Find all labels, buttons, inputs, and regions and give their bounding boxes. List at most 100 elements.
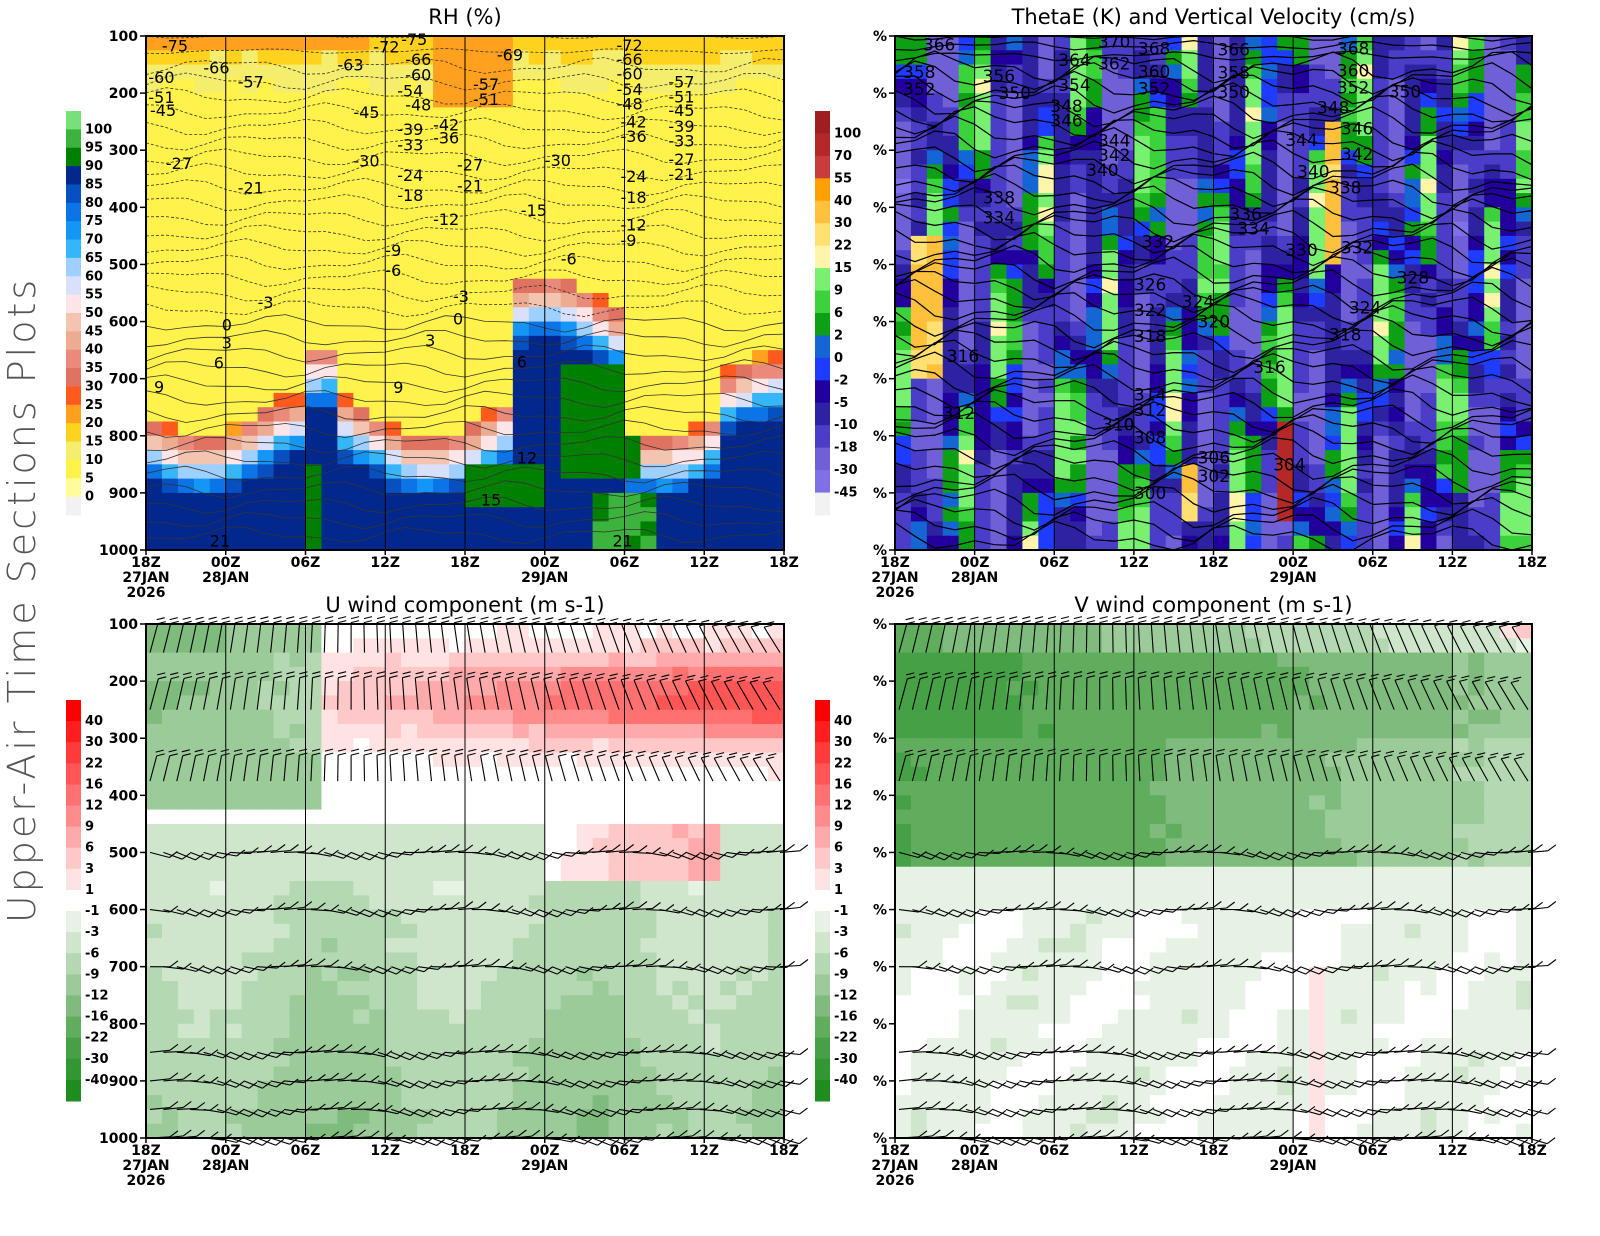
field-cell [704, 709, 721, 725]
field-cell [528, 135, 546, 151]
field-cell [273, 93, 291, 108]
field-cell [433, 307, 450, 323]
field-cell [369, 895, 386, 911]
field-cell [480, 507, 498, 523]
field-cell [257, 250, 275, 266]
wind-barb-feather [286, 616, 295, 620]
field-cell [624, 435, 642, 451]
field-cell [528, 980, 546, 996]
field-cell [910, 307, 928, 323]
field-cell [958, 36, 976, 51]
field-cell [337, 407, 354, 423]
field-cell [241, 135, 259, 151]
field-cell [401, 535, 418, 551]
field-cell [640, 364, 657, 380]
field-cell [225, 535, 243, 551]
field-cell [209, 795, 227, 811]
field-cell [225, 435, 243, 451]
field-cell [736, 781, 753, 796]
field-cell [910, 207, 928, 223]
field-cell [926, 392, 944, 408]
field-cell [576, 150, 594, 166]
field-cell [576, 193, 594, 208]
field-cell [337, 392, 354, 408]
field-cell [624, 421, 642, 437]
field-cell [321, 364, 338, 380]
field-cell [736, 1095, 753, 1111]
field-cell [704, 521, 721, 537]
field-cell [688, 1052, 705, 1068]
field-cell [480, 521, 498, 537]
field-cell [321, 121, 338, 137]
field-cell [161, 407, 179, 423]
field-cell [353, 766, 370, 782]
field-cell [752, 135, 769, 151]
field-cell [672, 823, 689, 839]
field-cell [688, 1023, 705, 1039]
field-cell [146, 307, 163, 323]
field-cell [1181, 150, 1199, 166]
x-tick-label-time: 12Z [1438, 555, 1468, 571]
colorbar-swatch [66, 368, 81, 387]
field-cell [496, 321, 514, 337]
field-cell [465, 207, 482, 223]
field-cell [496, 980, 514, 996]
colorbar-swatch [815, 268, 830, 292]
field-cell [672, 264, 689, 280]
field-cell [512, 378, 530, 394]
field-cell [720, 121, 737, 137]
field-cell [624, 307, 642, 323]
field-cell [752, 364, 769, 380]
field-cell [1452, 521, 1469, 537]
field-cell [544, 307, 562, 323]
field-cell [688, 709, 705, 725]
field-cell [656, 478, 673, 494]
field-cell [385, 823, 402, 839]
field-cell [257, 895, 275, 911]
field-cell [688, 838, 705, 854]
field-cell [672, 478, 689, 494]
field-cell [1054, 464, 1071, 480]
field-cell [146, 1123, 163, 1139]
field-cell [895, 221, 912, 237]
field-cell [1516, 64, 1533, 80]
field-cell [1293, 521, 1310, 537]
field-cell [193, 866, 211, 882]
field-cell [209, 335, 227, 351]
field-cell [512, 1009, 530, 1025]
colorbar-label: 6 [834, 306, 843, 321]
field-cell [974, 392, 992, 408]
contour-label: -51 [668, 88, 694, 107]
field-cell [257, 1095, 275, 1111]
field-cell [385, 364, 402, 380]
contour-label: 9 [154, 378, 164, 397]
field-cell [1340, 350, 1358, 365]
field-cell [480, 795, 498, 811]
field-cell [528, 378, 546, 394]
field-cell [257, 193, 275, 208]
colorbar-label: 55 [834, 171, 852, 186]
field-cell [736, 178, 753, 194]
field-cell [576, 492, 594, 508]
field-cell [1038, 307, 1055, 323]
field-cell [624, 150, 642, 166]
field-cell [353, 350, 370, 365]
field-cell [608, 78, 626, 94]
field-cell [958, 278, 976, 294]
field-cell [241, 809, 259, 825]
field-cell [401, 207, 418, 223]
field-cell [768, 335, 785, 351]
field-cell [321, 980, 338, 996]
field-cell [146, 652, 163, 668]
contour-label: -39 [397, 120, 423, 139]
field-cell [704, 250, 721, 266]
field-cell [512, 407, 530, 423]
colorbar-label: 30 [85, 380, 103, 395]
field-cell [496, 1009, 514, 1025]
field-cell [465, 1009, 482, 1025]
field-cell [528, 350, 546, 365]
field-cell [640, 78, 657, 94]
field-cell [321, 1023, 338, 1039]
wind-barb-feather [454, 616, 463, 620]
field-cell [958, 107, 976, 123]
